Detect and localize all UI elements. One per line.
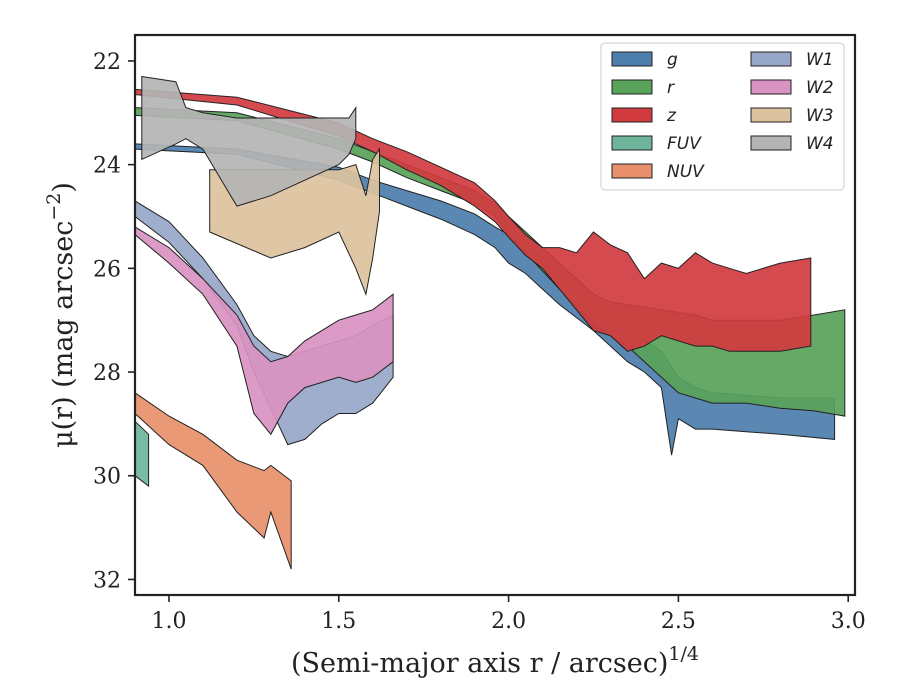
y-tick-label: 28	[93, 361, 121, 386]
legend-swatch-g	[611, 51, 653, 67]
legend-swatch-w1	[750, 51, 792, 67]
legend-swatch-z	[611, 107, 653, 123]
x-tick-label: 2.0	[491, 609, 526, 634]
legend-swatch-r	[611, 79, 653, 95]
y-axis-label-close: )	[48, 182, 79, 193]
legend: grz FUV NUV W1 W2 W3 W4	[600, 42, 845, 191]
legend-label-r: r	[667, 78, 675, 98]
x-axis-label-exponent: 1/4	[668, 643, 699, 665]
y-tick-label: 26	[93, 257, 121, 282]
legend-swatch-nuv	[611, 163, 653, 179]
y-tick-label: 22	[93, 50, 121, 75]
legend-label-fuv: FUV	[667, 134, 702, 154]
x-axis-label-text: (Semi-major axis r / arcsec)	[291, 648, 668, 679]
legend-label-w1: W1	[806, 50, 834, 70]
y-axis-label-exponent: −2	[43, 193, 65, 221]
band-z	[134, 88, 812, 352]
legend-label-w2: W2	[806, 78, 834, 98]
legend-label-w3: W3	[806, 106, 834, 126]
x-axis-label: (Semi-major axis r / arcsec)1/4	[291, 643, 699, 679]
band-w2	[134, 226, 394, 436]
band-fuv	[134, 420, 150, 488]
band-nuv	[134, 391, 292, 570]
profile-bands	[134, 75, 846, 570]
legend-label-z: z	[666, 106, 677, 126]
x-tick-label: 2.5	[661, 609, 696, 634]
y-tick-label: 30	[93, 465, 121, 490]
y-axis-label: μ(r) (mag arcsec−2)	[43, 182, 79, 448]
y-axis-ticks: 22 24 26 28 30 32	[93, 50, 135, 593]
legend-swatch-w2	[750, 79, 792, 95]
x-tick-label: 3.0	[831, 609, 866, 634]
y-tick-label: 32	[93, 568, 121, 593]
plot-frame	[133, 33, 857, 597]
x-tick-label: 1.5	[321, 609, 356, 634]
band-w4	[141, 75, 357, 207]
legend-swatch-fuv	[611, 135, 653, 151]
y-axis-label-text: μ(r) (mag arcsec	[48, 221, 79, 448]
y-tick-label: 24	[93, 154, 121, 179]
legend-swatch-w3	[750, 107, 792, 123]
legend-label-nuv: NUV	[667, 162, 705, 182]
legend-swatch-w4	[750, 135, 792, 151]
legend-label-g: g	[667, 50, 678, 70]
x-tick-label: 1.0	[151, 609, 186, 634]
x-axis-ticks: 1.0 1.5 2.0 2.5 3.0	[151, 595, 866, 634]
legend-label-w4: W4	[806, 134, 834, 154]
